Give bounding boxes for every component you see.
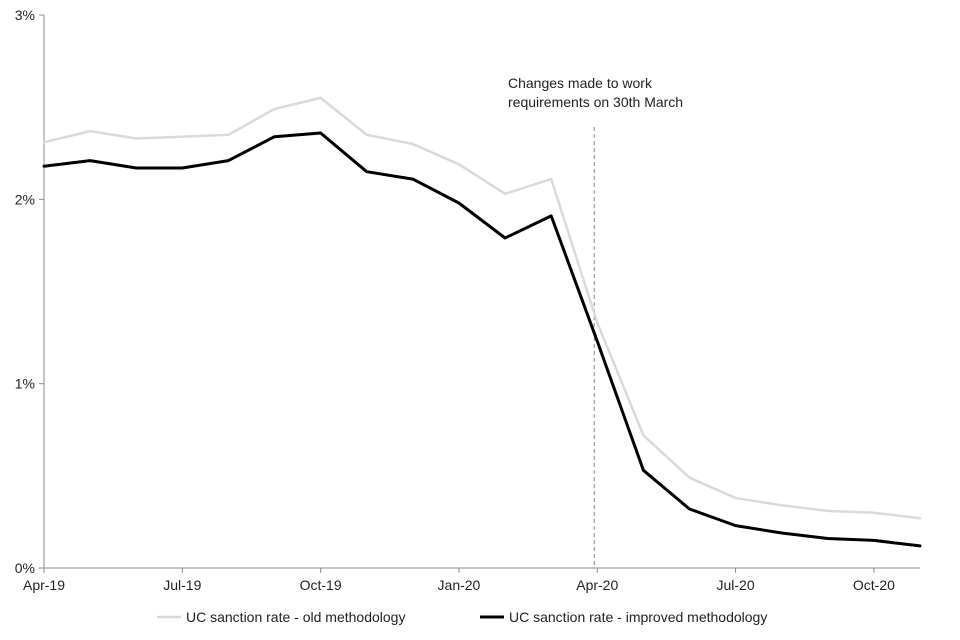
x-tick-label: Apr-19 — [23, 577, 65, 593]
x-axis-ticks: Apr-19 Jul-19 Oct-19 Jan-20 Apr-20 Jul-20 Oct-… — [23, 568, 895, 593]
x-tick-label: Jul-19 — [163, 577, 201, 593]
y-axis-ticks: 0% 1% 2% 3% — [15, 7, 44, 576]
annotation-text-line2: requirements on 30th March — [508, 94, 683, 110]
legend-label-old-methodology: UC sanction rate - old methodology — [186, 609, 405, 625]
y-tick-label: 2% — [15, 191, 35, 207]
legend: UC sanction rate - old methodology UC sa… — [157, 609, 767, 625]
series-line-improved-methodology — [42, 131, 922, 548]
x-tick-label: Jan-20 — [438, 577, 481, 593]
y-tick-label: 1% — [15, 376, 35, 392]
annotation: Changes made to work requirements on 30t… — [508, 75, 683, 568]
axes — [43, 15, 920, 569]
x-tick-label: Jul-20 — [717, 577, 755, 593]
y-tick-label: 3% — [15, 7, 35, 23]
legend-label-improved-methodology: UC sanction rate - improved methodology — [509, 609, 767, 625]
y-tick-label: 0% — [15, 560, 35, 576]
x-tick-label: Oct-19 — [300, 577, 342, 593]
series-line-old-methodology — [42, 96, 922, 520]
series-lines — [42, 96, 922, 548]
x-tick-label: Oct-20 — [853, 577, 895, 593]
annotation-text-line1: Changes made to work — [508, 75, 653, 91]
x-tick-label: Apr-20 — [576, 577, 618, 593]
